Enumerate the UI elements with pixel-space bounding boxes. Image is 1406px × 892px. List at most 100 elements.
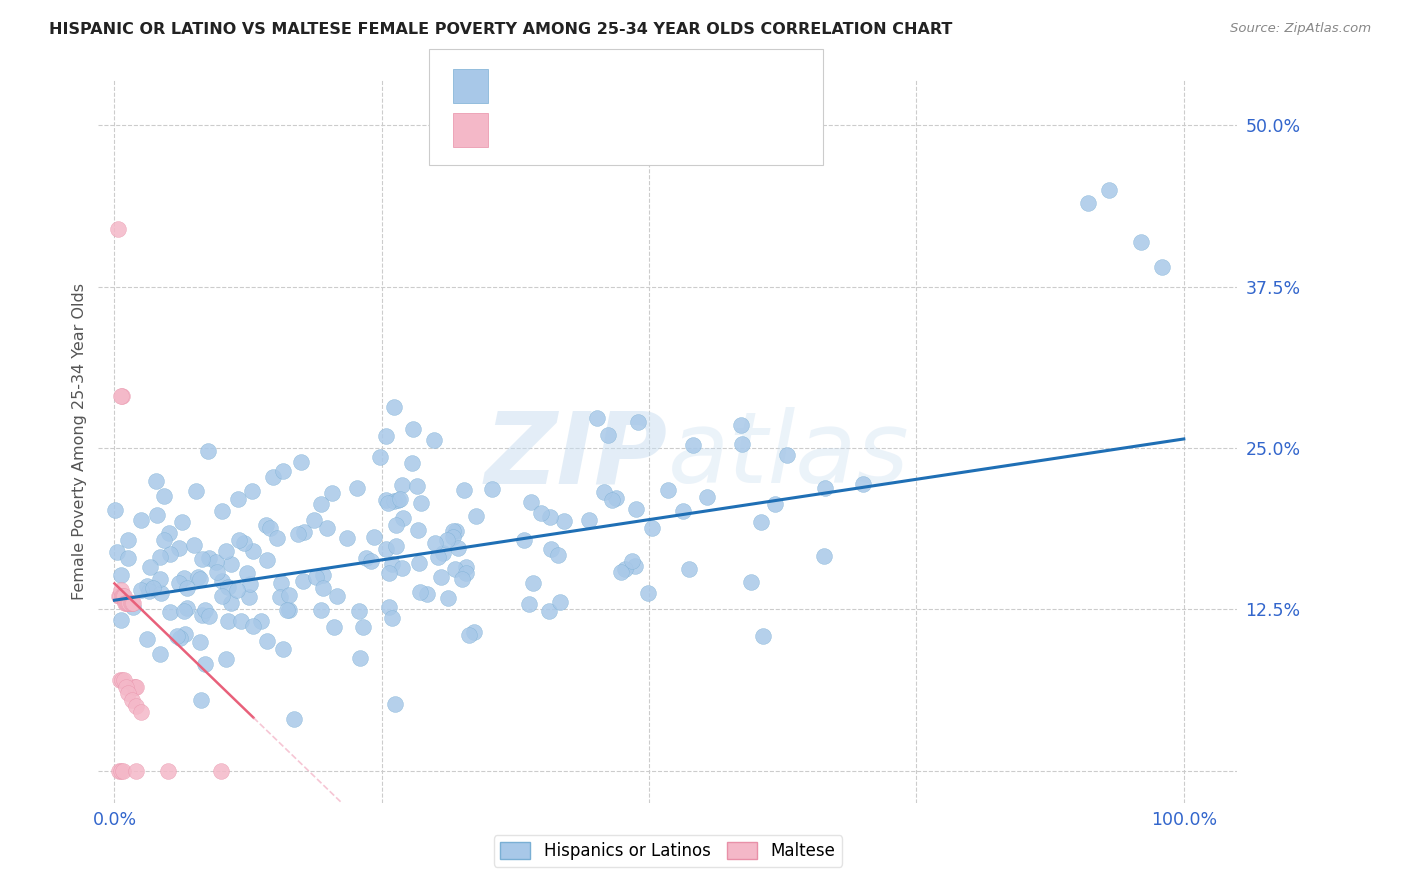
Point <box>678 562 700 576</box>
Point <box>730 418 752 433</box>
Point <box>751 628 773 642</box>
Text: Source: ZipAtlas.com: Source: ZipAtlas.com <box>1230 22 1371 36</box>
Text: -0.103: -0.103 <box>543 125 605 143</box>
Point <box>278 603 301 617</box>
Point <box>290 455 312 469</box>
Point <box>215 651 238 665</box>
Point <box>105 545 128 559</box>
Point <box>637 585 659 599</box>
Point <box>176 582 198 596</box>
Point <box>136 579 159 593</box>
Point <box>436 533 458 547</box>
Point <box>312 567 335 582</box>
Point <box>194 603 217 617</box>
Point <box>538 604 561 618</box>
Point <box>287 527 309 541</box>
Point <box>139 560 162 574</box>
Point <box>117 686 139 700</box>
Point <box>444 524 467 538</box>
Text: 0.707: 0.707 <box>543 78 598 96</box>
Point <box>122 680 145 694</box>
Point <box>740 575 762 590</box>
Point <box>312 581 335 595</box>
Point <box>411 496 433 510</box>
Point <box>813 549 835 563</box>
Point <box>382 494 405 508</box>
Point <box>118 596 141 610</box>
Point <box>115 680 138 694</box>
Point <box>548 595 571 609</box>
Point <box>578 513 600 527</box>
Point <box>269 591 291 605</box>
Point <box>696 490 718 504</box>
Point <box>382 401 405 415</box>
Point <box>221 596 243 610</box>
Point <box>375 542 398 557</box>
Point <box>553 514 575 528</box>
Point <box>381 557 404 571</box>
Point <box>592 485 614 500</box>
Point <box>624 558 647 573</box>
Point <box>108 590 131 604</box>
Point <box>254 517 277 532</box>
Text: 34: 34 <box>641 125 671 143</box>
Point <box>187 569 209 583</box>
Point <box>153 489 176 503</box>
Point <box>115 596 138 610</box>
Point <box>375 429 398 443</box>
Point <box>436 591 458 606</box>
Point <box>585 411 607 425</box>
Point <box>110 764 132 778</box>
Point <box>215 544 238 558</box>
Text: 198: 198 <box>641 78 678 96</box>
Point <box>256 633 278 648</box>
Point <box>108 673 131 688</box>
Point <box>481 482 503 496</box>
Point <box>453 483 475 497</box>
Point <box>458 628 481 642</box>
Text: R =: R = <box>501 78 537 96</box>
Point <box>235 566 257 580</box>
Point <box>388 491 411 506</box>
Point <box>111 590 134 604</box>
Point <box>627 415 650 429</box>
Point <box>360 554 382 568</box>
Point <box>465 508 488 523</box>
Y-axis label: Female Poverty Among 25-34 Year Olds: Female Poverty Among 25-34 Year Olds <box>72 283 87 600</box>
Point <box>219 558 242 572</box>
Point <box>228 533 250 548</box>
Point <box>406 523 429 537</box>
Point <box>129 583 152 598</box>
Point <box>596 428 619 442</box>
Point <box>322 620 344 634</box>
Point <box>183 538 205 552</box>
Point <box>110 582 132 597</box>
Point <box>530 506 553 520</box>
Point <box>121 692 143 706</box>
Point <box>385 518 408 533</box>
Point <box>520 495 543 509</box>
Point <box>401 456 423 470</box>
Point <box>451 573 474 587</box>
Point <box>513 533 536 547</box>
Point <box>125 699 148 714</box>
Point <box>228 492 250 507</box>
Point <box>377 566 399 580</box>
Point <box>763 497 786 511</box>
Text: atlas: atlas <box>668 408 910 505</box>
Point <box>129 706 152 720</box>
Point <box>226 582 249 597</box>
Point <box>266 531 288 545</box>
Point <box>205 565 228 579</box>
Point <box>233 536 256 550</box>
Point <box>600 492 623 507</box>
Point <box>217 580 239 594</box>
Point <box>463 625 485 640</box>
Point <box>605 491 627 505</box>
Point <box>176 600 198 615</box>
Point <box>111 389 134 403</box>
Text: HISPANIC OR LATINO VS MALTESE FEMALE POVERTY AMONG 25-34 YEAR OLDS CORRELATION C: HISPANIC OR LATINO VS MALTESE FEMALE POV… <box>49 22 953 37</box>
Point <box>1130 235 1153 249</box>
Point <box>138 584 160 599</box>
Point <box>1077 195 1099 210</box>
